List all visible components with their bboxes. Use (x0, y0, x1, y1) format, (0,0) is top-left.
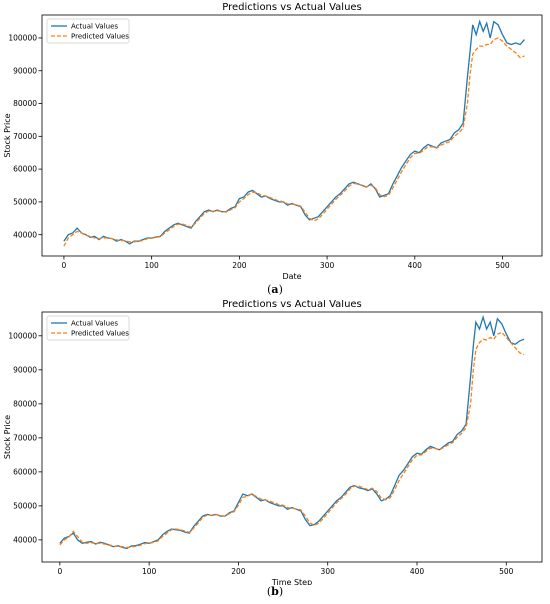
y-axis-label: Stock Price (3, 113, 12, 157)
y-tick-label: 70000 (13, 433, 37, 442)
y-tick-label: 80000 (13, 399, 37, 408)
x-tick-label: 500 (495, 261, 510, 270)
y-tick-label: 100000 (8, 34, 37, 43)
line-chart-a: Predictions vs Actual Values 0 100 200 300 40… (3, 2, 543, 281)
legend-label-predicted: Predicted Values (71, 33, 129, 41)
figure-caption-b: (b) (266, 585, 284, 598)
caption-letter-a: a (271, 283, 279, 296)
plot-frame (41, 14, 543, 257)
y-tick-label: 60000 (13, 165, 37, 174)
x-tick-label: 100 (144, 261, 159, 270)
series-line-predicted (59, 331, 525, 549)
y-tick-label: 90000 (13, 66, 37, 75)
figure-caption-a: (a) (267, 283, 283, 296)
series-line-predicted (63, 37, 525, 247)
x-tick-label: 400 (410, 567, 425, 576)
legend-label-actual: Actual Values (71, 23, 118, 31)
y-tick-label: 50000 (13, 197, 37, 206)
x-axis-label: Time Step (271, 578, 312, 585)
x-tick-label: 200 (231, 567, 246, 576)
y-tick-label: 70000 (13, 132, 37, 141)
caption-letter-b: b (271, 585, 279, 598)
x-tick-label: 300 (321, 567, 336, 576)
x-tick-label: 200 (232, 261, 247, 270)
plot-frame (41, 311, 543, 563)
x-tick-label: 100 (142, 567, 157, 576)
y-tick-label: 90000 (13, 365, 37, 374)
legend-box (46, 18, 130, 44)
y-tick-label: 40000 (13, 535, 37, 544)
series-line-actual (59, 314, 525, 550)
y-tick-label: 80000 (13, 99, 37, 108)
x-tick-label: 0 (62, 261, 67, 270)
chart-panel-a: Predictions vs Actual Values 0 100 200 300 40… (0, 0, 550, 300)
x-tick-label: 400 (408, 261, 423, 270)
chart-title: Predictions vs Actual Values (222, 2, 362, 13)
chart-panel-b: Predictions vs Actual Values 0 100 200 300 40… (0, 300, 550, 604)
x-tick-label: 300 (320, 261, 335, 270)
legend-label-actual: Actual Values (71, 320, 118, 328)
x-tick-label: 0 (57, 567, 62, 576)
y-tick-label: 50000 (13, 501, 37, 510)
series-line-actual (63, 19, 525, 245)
legend-box (46, 315, 130, 341)
line-chart-b: Predictions vs Actual Values 0 100 200 300 40… (3, 300, 543, 585)
chart-title: Predictions vs Actual Values (222, 300, 362, 310)
legend-label-predicted: Predicted Values (71, 330, 129, 338)
y-tick-label: 40000 (13, 230, 37, 239)
y-tick-label: 100000 (8, 331, 37, 340)
x-axis-label: Date (282, 272, 301, 281)
y-axis-label: Stock Price (3, 415, 12, 459)
y-tick-label: 60000 (13, 467, 37, 476)
x-tick-label: 500 (499, 567, 514, 576)
